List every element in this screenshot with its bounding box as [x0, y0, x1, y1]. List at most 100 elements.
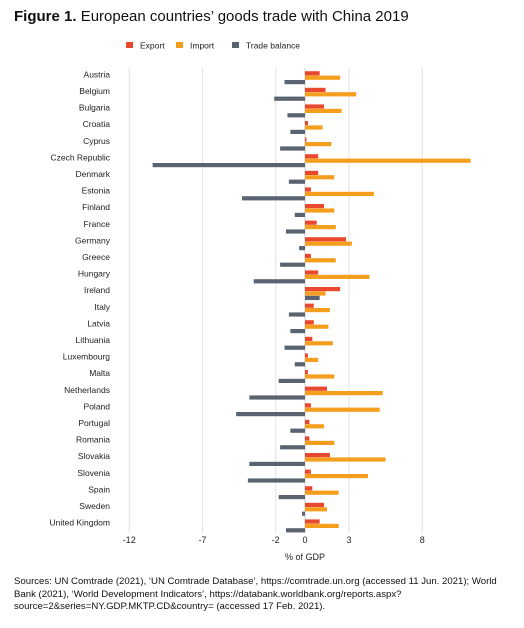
bar-trade-balance [152, 163, 305, 168]
bar-trade-balance [280, 146, 305, 151]
bar-import [305, 125, 323, 130]
bar-import [305, 424, 325, 429]
category-label: Estonia [82, 186, 111, 196]
x-tick-label: 0 [302, 535, 307, 545]
bar-export [305, 137, 307, 142]
bars [152, 71, 471, 533]
category-label: Germany [75, 235, 111, 245]
bar-export [305, 353, 308, 358]
bar-trade-balance [285, 528, 305, 533]
bar-trade-balance [236, 412, 305, 417]
bar-export [305, 71, 320, 76]
bar-trade-balance [288, 312, 305, 317]
bar-import [305, 108, 342, 113]
bar-export [305, 270, 319, 275]
bar-trade-balance [274, 96, 305, 101]
bar-import [305, 440, 335, 445]
bar-export [305, 154, 319, 159]
bar-import [305, 175, 335, 180]
bar-trade-balance [278, 378, 305, 383]
sources-note: Sources: UN Comtrade (2021), ‘UN Comtrad… [14, 576, 497, 612]
legend-swatch [232, 42, 239, 48]
category-label: Luxembourg [63, 352, 111, 362]
category-label: Malta [89, 368, 110, 378]
bar-import [305, 374, 335, 379]
chart-legend: Export Import Trade balance [126, 41, 300, 51]
category-label: Slovenia [77, 468, 110, 478]
category-label: Portugal [78, 418, 110, 428]
x-tick-label: 3 [346, 535, 351, 545]
category-label: Netherlands [64, 385, 110, 395]
bar-import [305, 191, 374, 196]
bar-export [305, 220, 317, 225]
x-tick-labels: -12 -7 -2 0 3 8 [123, 535, 425, 545]
bar-import [305, 523, 339, 528]
bar-trade-balance [280, 262, 305, 267]
bar-trade-balance [253, 279, 305, 284]
category-label: United Kingdom [50, 518, 110, 528]
bar-import [305, 341, 333, 346]
category-label: Greece [82, 252, 110, 262]
bar-import [305, 92, 357, 97]
bar-import [305, 274, 370, 279]
bar-import [305, 258, 336, 263]
bar-export [305, 436, 310, 441]
bar-export [305, 370, 308, 375]
bar-export [305, 204, 325, 209]
category-label: Lithuania [75, 335, 110, 345]
bar-export [305, 287, 341, 292]
bar-import [305, 75, 341, 80]
bar-export [305, 486, 313, 491]
x-tick-label: -2 [272, 535, 280, 545]
bar-export [305, 336, 313, 341]
bar-trade-balance [249, 461, 305, 466]
bar-export [305, 253, 311, 258]
category-label: Czech Republic [50, 152, 110, 162]
bar-trade-balance [290, 329, 305, 334]
bar-trade-balance [288, 179, 305, 184]
bar-trade-balance [278, 495, 305, 500]
bar-import [305, 142, 332, 147]
category-label: Cyprus [83, 136, 110, 146]
bar-import [305, 490, 339, 495]
category-label: Ireland [84, 285, 110, 295]
bar-import [305, 158, 471, 163]
category-label: Italy [94, 302, 110, 312]
bar-export [305, 87, 326, 92]
legend-swatch [176, 42, 183, 48]
bar-import [305, 241, 352, 246]
bar-trade-balance [242, 196, 305, 201]
bar-export [305, 403, 311, 408]
x-tick-label: -7 [198, 535, 206, 545]
bar-import [305, 324, 329, 329]
category-label: Austria [84, 69, 111, 79]
category-labels: Austria Belgium Bulgaria Croatia Cyprus Czech… [50, 69, 111, 527]
bar-trade-balance [305, 295, 320, 300]
category-label: Belgium [79, 86, 110, 96]
bar-trade-balance [249, 395, 305, 400]
x-tick-label: 8 [420, 535, 425, 545]
bar-export [305, 386, 327, 391]
figure-label: Figure 1. [14, 8, 77, 25]
bar-import [305, 507, 327, 512]
bar-import [305, 225, 336, 230]
x-axis-label: % of GDP [285, 552, 325, 562]
bar-import [305, 357, 319, 362]
category-label: Spain [88, 484, 110, 494]
bar-import [305, 391, 383, 396]
category-label: Finland [82, 202, 110, 212]
category-label: Denmark [76, 169, 111, 179]
bar-trade-balance [294, 212, 305, 217]
bar-trade-balance [287, 113, 305, 118]
legend-label: Import [190, 41, 215, 51]
bar-export [305, 104, 325, 109]
bar-chart: Export Import Trade balance Austria Belgium… [50, 41, 471, 562]
bar-export [305, 453, 330, 458]
category-label: Bulgaria [79, 103, 110, 113]
category-label: Latvia [87, 318, 110, 328]
bar-export [305, 170, 319, 175]
bar-import [305, 308, 330, 313]
bar-trade-balance [284, 345, 305, 350]
bar-trade-balance [280, 445, 305, 450]
category-label: Romania [76, 435, 110, 445]
